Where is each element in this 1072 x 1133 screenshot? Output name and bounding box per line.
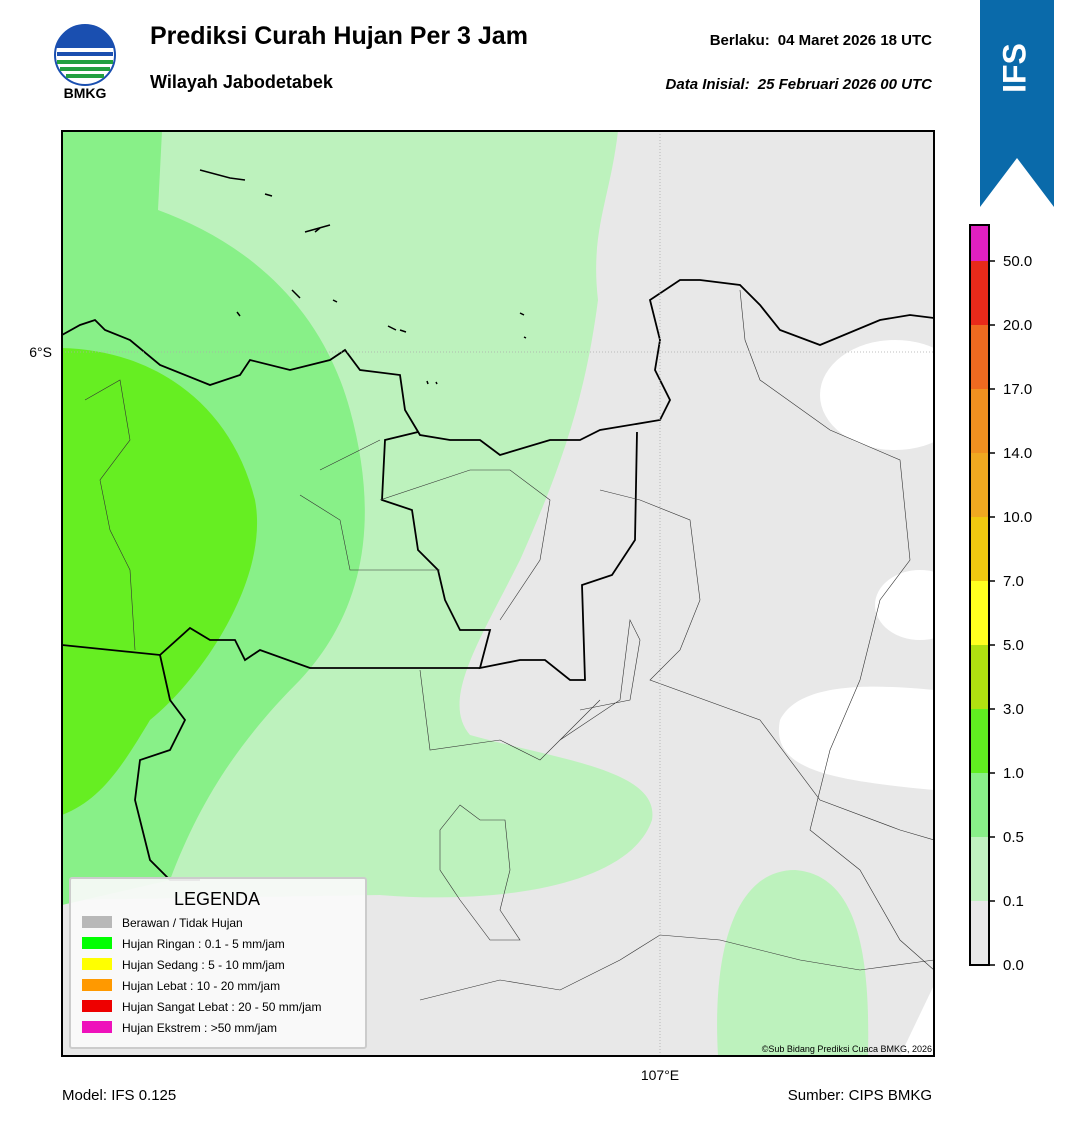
colorbar-tick-label: 7.0	[1003, 573, 1024, 590]
colorbar-tick-label: 14.0	[1003, 445, 1032, 462]
logo-text: BMKG	[64, 85, 107, 101]
rain-area-heavy	[62, 348, 258, 815]
legend-label: Berawan / Tidak Hujan	[122, 916, 243, 930]
footer-model: Model: IFS 0.125	[62, 1087, 176, 1104]
province-boundary	[62, 626, 480, 669]
legend-swatch	[82, 1021, 112, 1033]
colorbar-segment	[970, 517, 989, 581]
subtitle: Wilayah Jabodetabek	[150, 72, 334, 92]
clear-area	[778, 686, 934, 790]
colorbar-segment	[970, 453, 989, 517]
init-label: Data Inisial:	[666, 76, 750, 93]
rain-area-light	[717, 870, 869, 1056]
colorbar-tick-label: 20.0	[1003, 317, 1032, 334]
legend: LEGENDA Berawan / Tidak Hujan Hujan Ringa…	[69, 877, 367, 1049]
legend-swatch	[82, 979, 112, 991]
badge-ribbon	[980, 0, 1054, 207]
lat-label: 6°S	[29, 344, 52, 360]
title: Prediksi Curah Hujan Per 3 Jam	[150, 22, 528, 50]
clear-area	[875, 570, 934, 640]
colorbar-tick-label: 5.0	[1003, 637, 1024, 654]
init-time: Data Inisial: 25 Februari 2026 00 UTC	[666, 76, 934, 93]
legend-title: LEGENDA	[174, 889, 260, 909]
colorbar-tick-label: 17.0	[1003, 381, 1032, 398]
colorbar-segment	[970, 581, 989, 645]
colorbar-tick-label: 3.0	[1003, 701, 1024, 718]
legend-swatch	[82, 937, 112, 949]
legend-label: Hujan Lebat : 10 - 20 mm/jam	[122, 979, 280, 993]
colorbar-tick-label: 0.0	[1003, 957, 1024, 974]
colorbar-frame	[969, 224, 990, 966]
clear-area	[820, 340, 934, 450]
map-frame	[61, 130, 935, 1057]
colorbar-segment	[970, 901, 989, 965]
legend-swatch	[82, 958, 112, 970]
islands	[199, 169, 527, 385]
valid-value: 04 Maret 2026 18 UTC	[778, 32, 932, 49]
colorbar: 0.0 0.1 0.5 1.0 3.0 5.0 7.0 10.0 14.0 17.0 20.0 50.…	[969, 224, 1032, 974]
province-boundary	[381, 431, 638, 681]
colorbar-segment	[970, 837, 989, 901]
valid-time: Berlaku: 04 Maret 2026 18 UTC	[710, 32, 932, 49]
legend-label: Hujan Ekstrem : >50 mm/jam	[122, 1021, 277, 1035]
colorbar-segment	[970, 645, 989, 709]
logo	[54, 24, 116, 86]
map: ©Sub Bidang Prediksi Cuaca BMKG, 2026	[62, 131, 934, 1056]
colorbar-tick-label: 0.1	[1003, 893, 1024, 910]
lon-label: 107°E	[641, 1067, 679, 1083]
colorbar-segment	[970, 389, 989, 453]
colorbar-tick-label: 50.0	[1003, 253, 1032, 270]
legend-label: Hujan Sangat Lebat : 20 - 50 mm/jam	[122, 1000, 321, 1014]
colorbar-segment	[970, 773, 989, 837]
coastline	[62, 279, 934, 456]
clear-area	[900, 985, 934, 1056]
init-value: 25 Februari 2026 00 UTC	[757, 76, 933, 93]
credit: ©Sub Bidang Prediksi Cuaca BMKG, 2026	[762, 1044, 932, 1054]
colorbar-segment	[970, 225, 989, 261]
legend-label: Hujan Ringan : 0.1 - 5 mm/jam	[122, 937, 285, 951]
badge-text: IFS	[996, 43, 1032, 93]
legend-swatch	[82, 916, 112, 928]
legend-swatch	[82, 1000, 112, 1012]
colorbar-tick-label: 10.0	[1003, 509, 1032, 526]
colorbar-tick-label: 0.5	[1003, 829, 1024, 846]
colorbar-segment	[970, 325, 989, 389]
colorbar-segment	[970, 709, 989, 773]
colorbar-segment	[970, 261, 989, 325]
province-boundary	[134, 654, 200, 881]
colorbar-tick-label: 1.0	[1003, 765, 1024, 782]
legend-label: Hujan Sedang : 5 - 10 mm/jam	[122, 958, 285, 972]
footer-source: Sumber: CIPS BMKG	[788, 1087, 932, 1104]
valid-label: Berlaku:	[710, 32, 770, 49]
